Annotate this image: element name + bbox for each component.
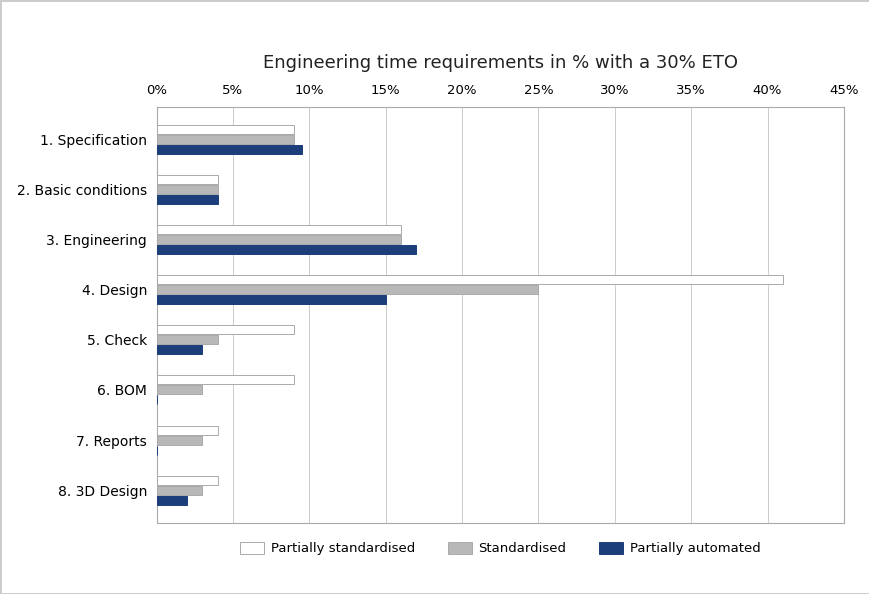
Bar [156,175,217,184]
Bar [156,195,217,204]
Bar [156,135,294,144]
Bar [156,185,217,194]
Bar [156,425,217,435]
Bar [156,326,294,334]
Bar [156,125,294,134]
Bar [156,435,202,444]
Bar [156,345,202,355]
Legend: Partially standardised, Standardised, Partially automated: Partially standardised, Standardised, Pa… [234,535,766,562]
Title: Engineering time requirements in % with a 30% ETO: Engineering time requirements in % with … [262,54,737,72]
Bar [156,245,415,254]
Bar [156,295,385,304]
Bar [156,235,401,244]
Bar [156,476,217,485]
Bar [156,375,294,384]
Bar [156,275,782,285]
Bar [156,145,302,154]
Bar [156,495,187,505]
Bar [156,386,202,394]
Bar [156,486,202,495]
Bar [156,336,217,345]
Bar [156,285,538,294]
Bar [156,225,401,234]
